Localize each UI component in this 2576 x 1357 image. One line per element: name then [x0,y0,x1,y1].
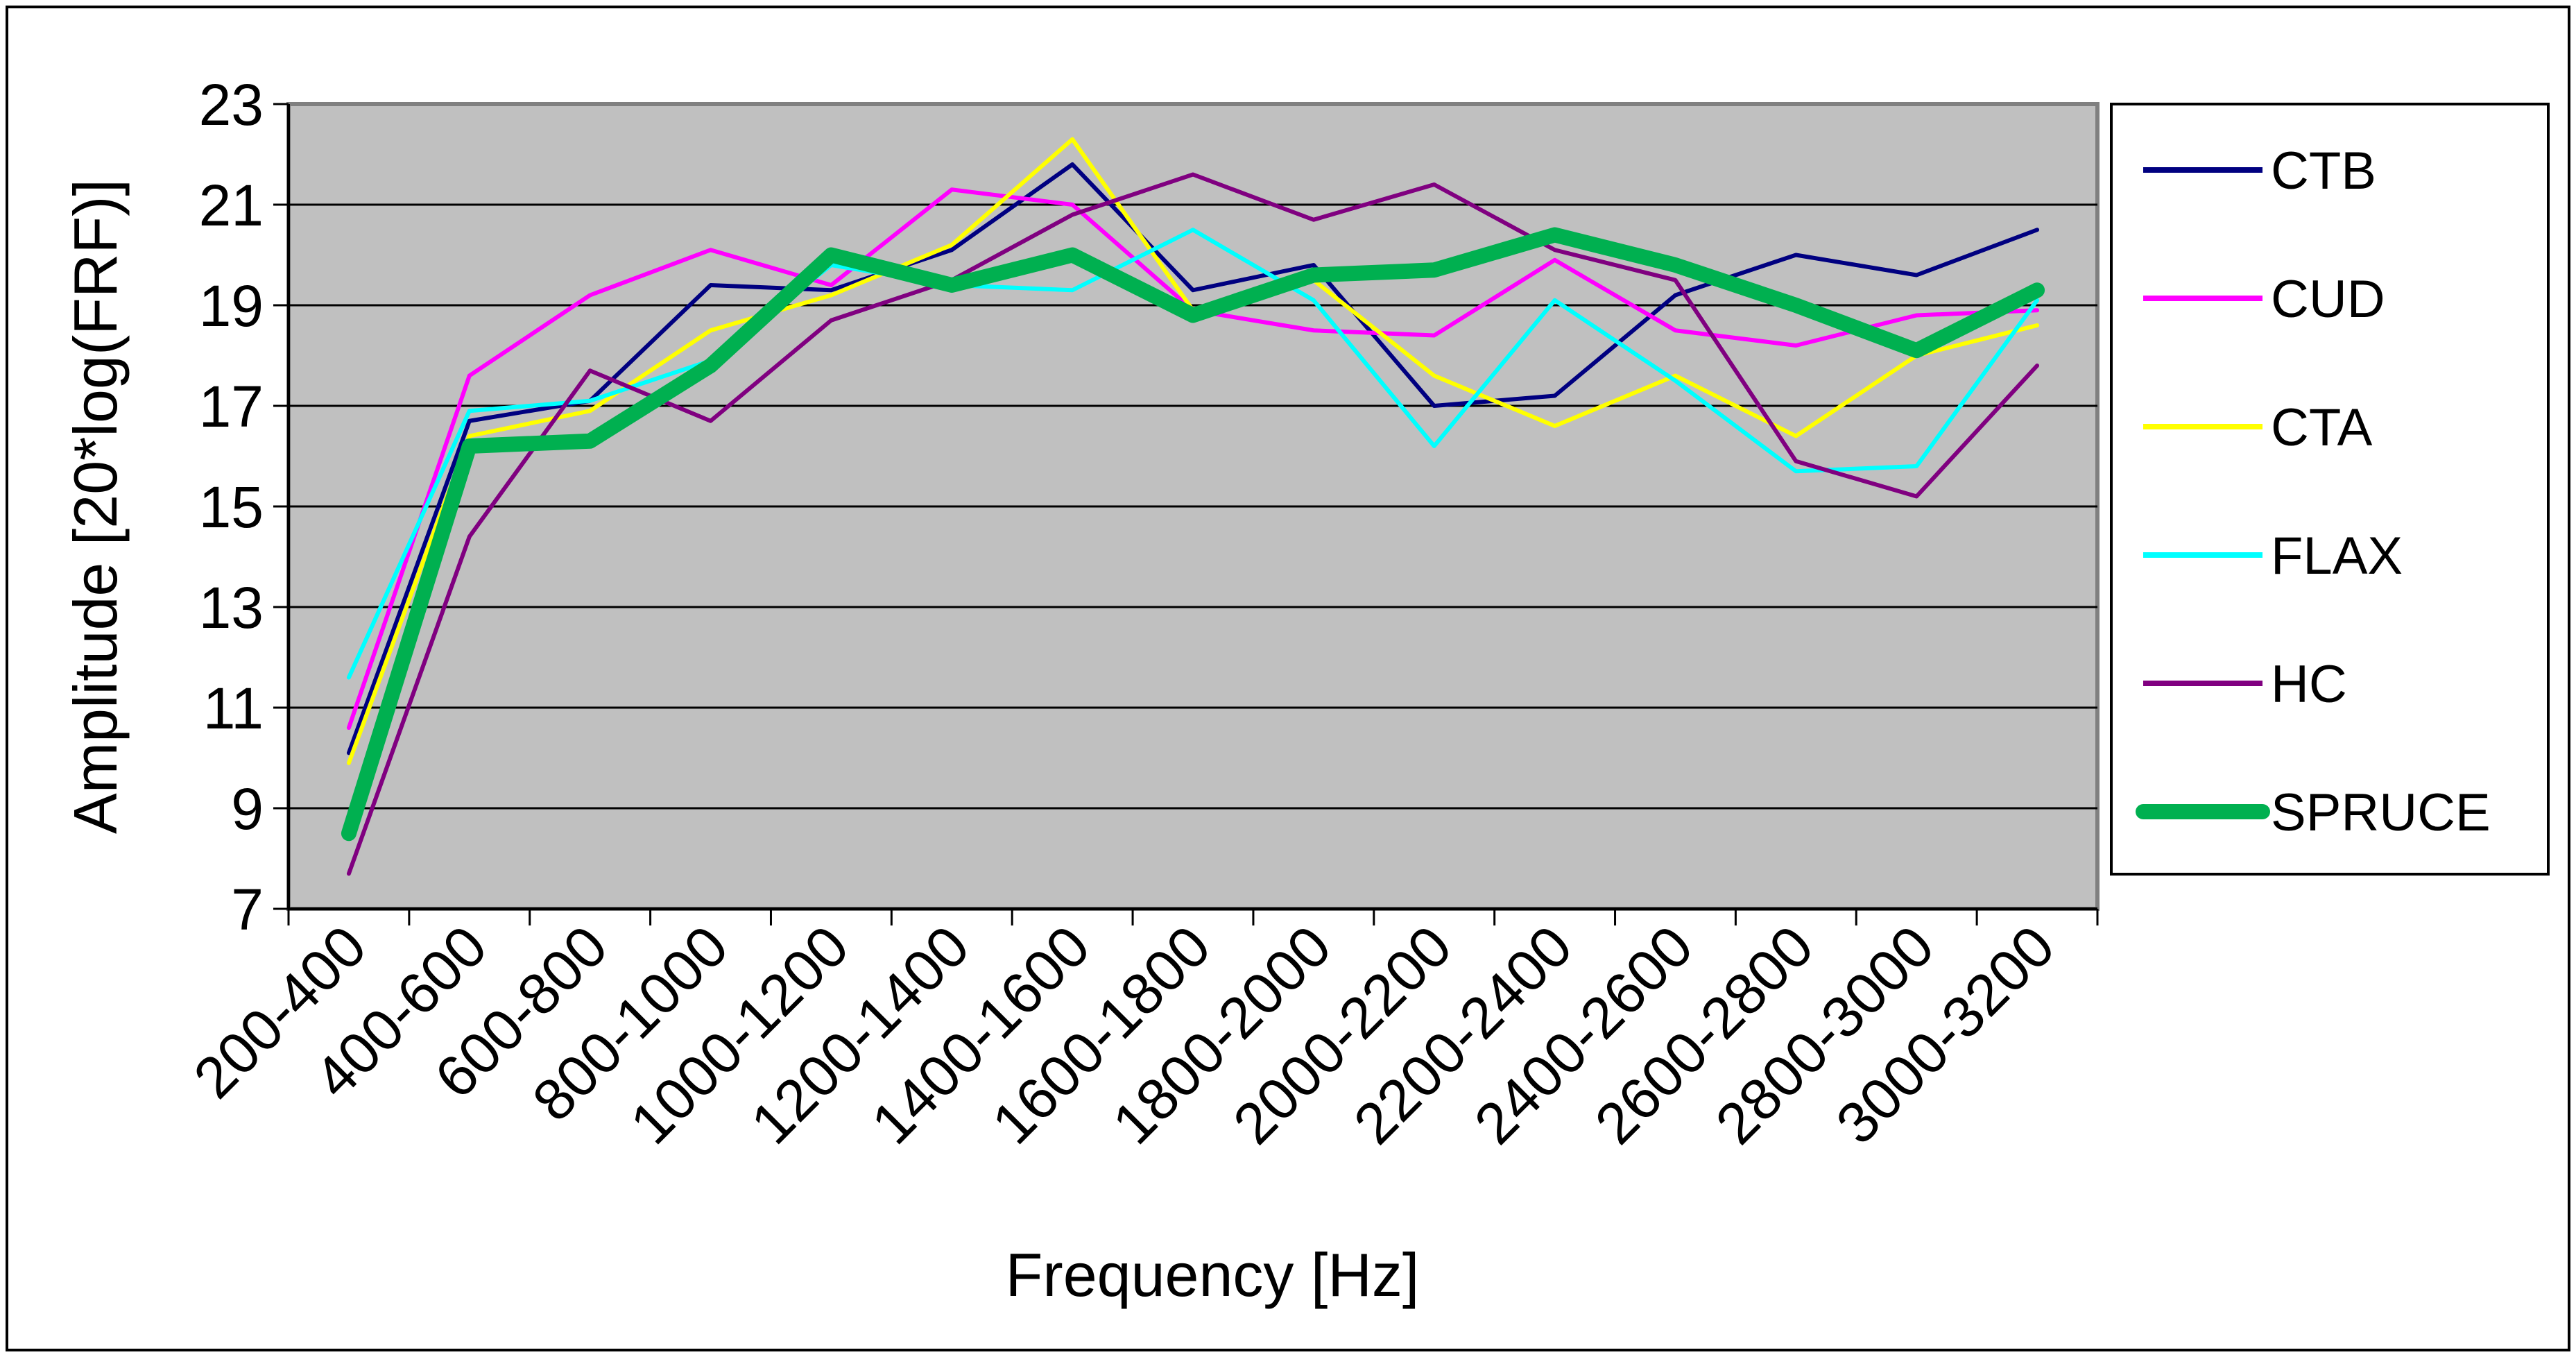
series-lines [341,137,2045,876]
y-tick-label: 13 [199,575,264,640]
y-tick-label: 21 [199,173,264,238]
series-line-ctb [346,162,2040,756]
y-tick-label: 23 [199,72,264,137]
legend-label-cud: CUD [2271,270,2385,329]
y-tick-label: 19 [199,273,264,339]
legend-box [2110,103,2550,876]
y-tick-label: 9 [231,776,264,842]
y-tick-label: 15 [199,475,264,540]
gridlines [289,203,2097,810]
y-tick-label: 7 [231,877,264,942]
y-tick-label: 11 [203,676,264,741]
x-axis-title: Frequency [Hz] [1006,1240,1420,1309]
y-axis-title: Amplitude [20*log(FRF)] [61,179,130,834]
series-line-hc [346,172,2040,876]
series-line-spruce [341,227,2045,842]
legend-label-spruce: SPRUCE [2271,783,2491,842]
legend-label-cta: CTA [2271,398,2373,457]
y-axis-ticks: 7 9 11 13 15 17 19 21 23 [199,72,289,942]
legend-label-flax: FLAX [2271,527,2403,586]
legend-label-hc: HC [2271,655,2347,714]
y-tick-label: 17 [199,374,264,439]
legend-label-ctb: CTB [2271,142,2376,200]
legend: CTB CUD CTA FLAX HC SPRUCE [2110,103,2550,876]
